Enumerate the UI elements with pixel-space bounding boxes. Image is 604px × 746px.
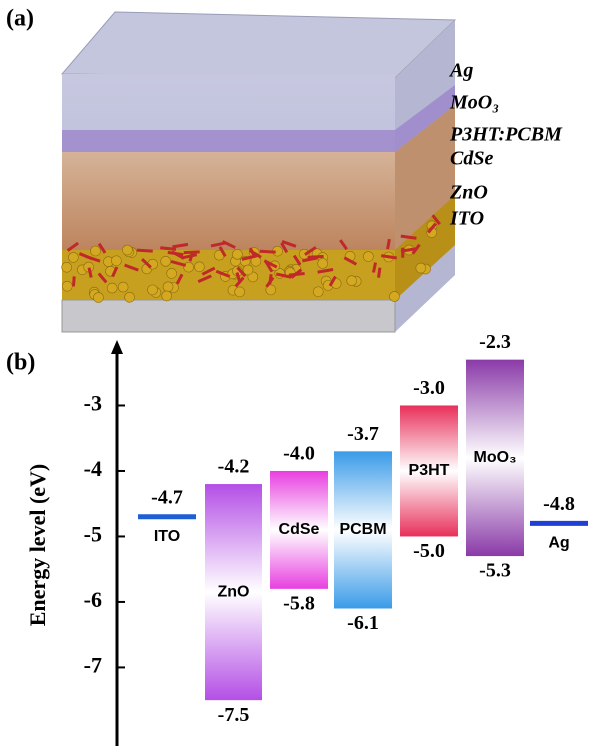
- zno-particle: [163, 282, 173, 292]
- y-tick-label: -4: [84, 456, 102, 481]
- axis-arrow: [111, 340, 123, 354]
- zno-particle: [161, 256, 171, 266]
- cdse-rod: [308, 256, 324, 257]
- layer-label: Ag: [448, 60, 473, 82]
- y-axis-label: Energy level (eV): [25, 464, 50, 627]
- panel-label: (b): [6, 350, 35, 376]
- category-label: ITO: [154, 528, 180, 545]
- top-face: [62, 12, 455, 78]
- layer-label: P3HT:PCBM: [449, 124, 563, 146]
- category-label: ZnO: [218, 583, 250, 600]
- energy-chart: Energy level (eV) -3 -4 -5 -6 -7 -4.7 ITO -4.2 -7…: [25, 331, 588, 746]
- cdse-rod: [89, 268, 91, 278]
- zno-particle: [318, 258, 328, 268]
- zno-particle: [194, 262, 204, 272]
- layer-label: CdSe: [450, 148, 493, 170]
- zno-particle: [90, 246, 100, 256]
- zno-particle: [125, 292, 135, 302]
- y-tick-label: -3: [84, 391, 102, 416]
- moo3-layer: [62, 130, 395, 152]
- y-tick-label: -6: [84, 587, 102, 612]
- zno-particle: [147, 285, 157, 295]
- zno-particle: [313, 287, 323, 297]
- zno-particle: [167, 268, 177, 278]
- zno-particle: [235, 287, 245, 297]
- zno-particle: [62, 281, 72, 291]
- value-label: -5.8: [283, 592, 315, 614]
- cdse-rod: [160, 248, 176, 250]
- cdse-rod: [184, 252, 200, 253]
- value-label: -2.3: [479, 331, 511, 353]
- category-label: Ag: [548, 535, 569, 552]
- cdse-rod: [260, 251, 276, 252]
- zno-particle: [347, 276, 357, 286]
- cdse-rod: [137, 250, 153, 251]
- cdse-rod: [379, 268, 380, 278]
- zno-particle: [389, 291, 399, 301]
- value-label: -3.7: [347, 423, 379, 445]
- value-label: -5.3: [479, 560, 511, 582]
- value-label: -3.0: [413, 377, 445, 399]
- figure: (a) AgMoO₃P3HT:PCBMCdSeZnOITO (b) Energy…: [0, 0, 604, 746]
- zno-particle: [62, 262, 72, 272]
- zno-particle: [363, 252, 373, 262]
- value-label: -4.2: [218, 456, 250, 478]
- panel-label: (a): [6, 6, 34, 32]
- layer-label: ZnO: [449, 182, 488, 204]
- y-tick-label: -7: [84, 652, 102, 677]
- zno-particle: [93, 293, 103, 303]
- value-label: -7.5: [218, 704, 250, 726]
- ito-layer: [62, 300, 395, 332]
- category-label: P3HT: [409, 462, 450, 479]
- value-label: -6.1: [347, 612, 379, 634]
- zno-particle: [111, 256, 121, 266]
- layer-label: MoO₃: [449, 92, 499, 114]
- value-label: -4.7: [151, 486, 183, 508]
- cdse-rod: [401, 236, 417, 238]
- zno-particle: [416, 263, 426, 273]
- category-label: MoO₃: [474, 449, 517, 466]
- zno-particle: [232, 249, 242, 259]
- cdse-rod: [373, 263, 375, 273]
- zno-particle: [122, 245, 132, 255]
- zno-particle: [118, 282, 128, 292]
- zno-particle: [162, 291, 172, 301]
- cdse-rod: [73, 276, 74, 286]
- zno-particle: [68, 252, 78, 262]
- cdse-rod: [388, 239, 390, 249]
- device-schematic: [62, 12, 455, 332]
- category-label: PCBM: [339, 521, 386, 538]
- zno-particle: [107, 283, 117, 293]
- layer-label: ITO: [449, 208, 484, 230]
- zno-particle: [184, 262, 194, 272]
- y-tick-label: -5: [84, 521, 102, 546]
- category-label: CdSe: [279, 521, 320, 538]
- value-label: -4.8: [543, 493, 575, 515]
- value-label: -5.0: [413, 540, 445, 562]
- value-label: -4.0: [283, 443, 315, 465]
